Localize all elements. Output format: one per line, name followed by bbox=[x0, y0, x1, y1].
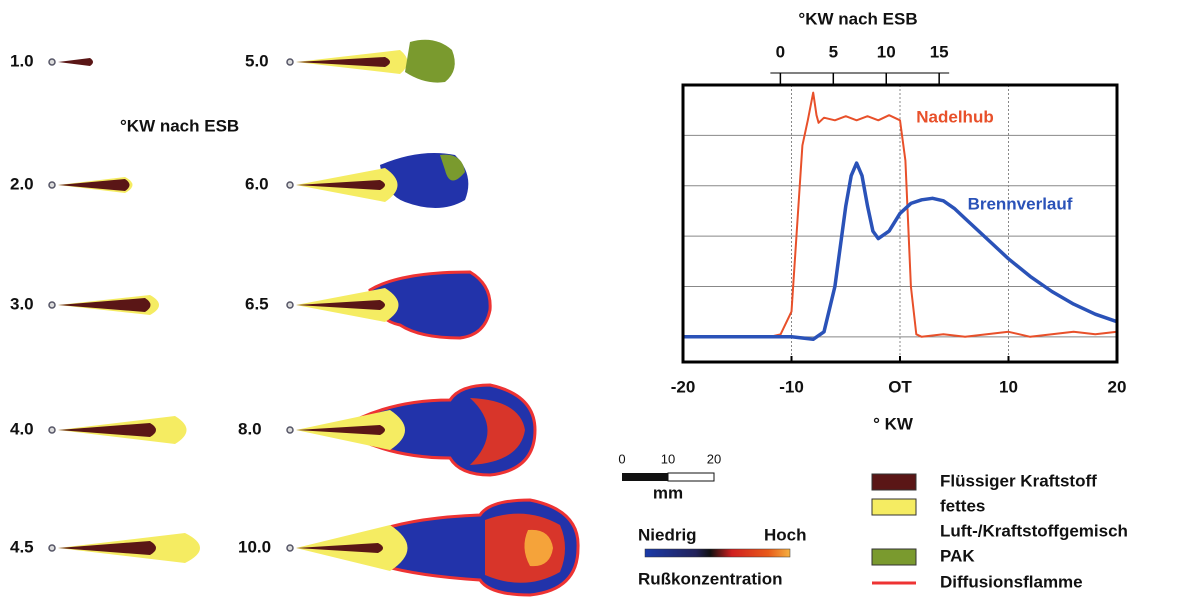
x2-tick-label: 0 bbox=[776, 42, 785, 61]
series-label: Nadelhub bbox=[916, 107, 993, 126]
scale-unit: mm bbox=[653, 483, 683, 502]
legend-label: PAK bbox=[940, 546, 975, 565]
stage-label: 8.0 bbox=[238, 419, 262, 438]
stage-label: 5.0 bbox=[245, 51, 269, 70]
scale-tick: 10 bbox=[661, 451, 675, 466]
legend-label: fettes bbox=[940, 496, 985, 515]
line-chart: °KW nach ESB ° KW -20 -10 OT 10 20 0 5 10 15 Nade… bbox=[671, 9, 1127, 433]
x-tick-label: -20 bbox=[671, 377, 696, 396]
x-axis-title: ° KW bbox=[873, 414, 914, 433]
scale-tick: 20 bbox=[707, 451, 721, 466]
x2-tick-label: 10 bbox=[877, 42, 896, 61]
stage-label: 2.0 bbox=[10, 174, 34, 193]
x2-tick-label: 15 bbox=[930, 42, 949, 61]
stage-label: 6.0 bbox=[245, 174, 269, 193]
spray-shape bbox=[296, 39, 580, 597]
stage-label: 10.0 bbox=[238, 537, 271, 556]
spray-stages: °KW nach ESB 1.0 2.0 3.0 4.0 4.5 5.0 6.0… bbox=[10, 39, 580, 597]
color-scale-title: Rußkonzentration bbox=[638, 569, 783, 588]
series-label: Brennverlauf bbox=[968, 194, 1073, 213]
spray-axis-title: °KW nach ESB bbox=[120, 116, 239, 135]
x-tick-label: OT bbox=[888, 377, 912, 396]
legend-label: Luft-/Kraftstoffgemisch bbox=[940, 521, 1128, 540]
series-line bbox=[683, 161, 1118, 342]
plot-frame bbox=[681, 83, 1119, 364]
color-scale-low: Niedrig bbox=[638, 525, 697, 544]
scale-tick: 0 bbox=[618, 451, 625, 466]
stage-label: 1.0 bbox=[10, 51, 34, 70]
legend-label: Diffusionsflamme bbox=[940, 572, 1083, 591]
legend: Flüssiger Kraftstoff fettes Luft-/Krafts… bbox=[871, 471, 1128, 591]
x-tick-label: 20 bbox=[1108, 377, 1127, 396]
top-axis-title: °KW nach ESB bbox=[798, 9, 917, 28]
stage-label: 4.0 bbox=[10, 419, 34, 438]
scale-bar: 0 10 20 mm bbox=[618, 451, 721, 502]
nozzle bbox=[48, 58, 294, 552]
x-tick-label: 10 bbox=[999, 377, 1018, 396]
color-scale-high: Hoch bbox=[764, 525, 807, 544]
stage-label: 3.0 bbox=[10, 294, 34, 313]
color-scale: Niedrig Hoch Rußkonzentration bbox=[638, 525, 807, 588]
series-line bbox=[683, 91, 1118, 338]
stage-label: 4.5 bbox=[10, 537, 34, 556]
stage-label: 6.5 bbox=[245, 294, 269, 313]
legend-label: Flüssiger Kraftstoff bbox=[940, 471, 1097, 490]
x2-tick-label: 5 bbox=[829, 42, 838, 61]
x-tick-label: -10 bbox=[779, 377, 804, 396]
spray-shape bbox=[58, 58, 200, 563]
